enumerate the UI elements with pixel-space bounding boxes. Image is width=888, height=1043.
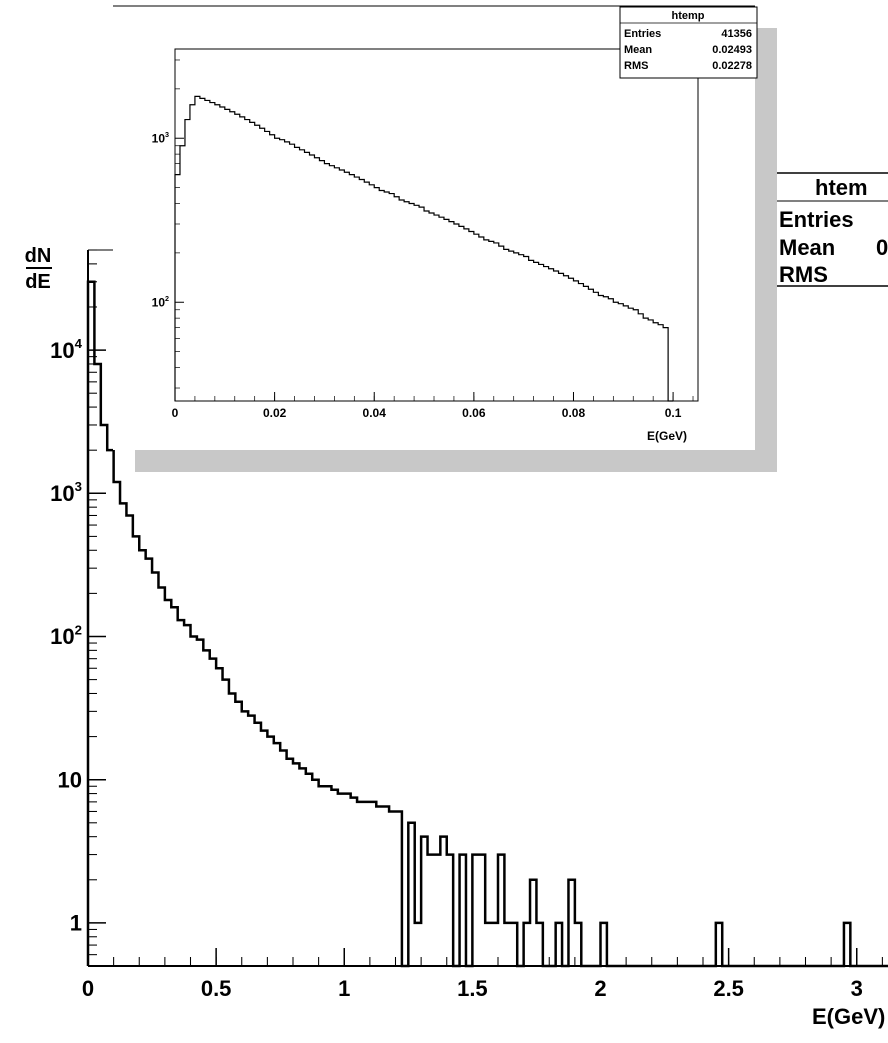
inset-xlabel: E(GeV) [647,429,687,443]
main-plot: 0 0.5 1 1.5 2 2.5 3 1 10 102 103 104 [50,249,888,1001]
main-stats-rms-label: RMS [779,262,828,287]
inset-stats-entries-label: Entries [624,28,661,40]
main-stats-mean-value: 0 [876,235,888,260]
x-tick-label: 0.1 [665,406,682,420]
x-tick-label: 3 [851,976,863,1001]
main-ylabel-num: dN [25,245,52,267]
inset-stats-entries-value: 41356 [721,28,752,40]
x-tick-label: 2.5 [713,976,744,1001]
x-tick-label: 0 [172,406,179,420]
inset-stats-title: htemp [672,10,705,22]
x-tick-label: 1 [338,976,350,1001]
x-tick-label: 0.08 [562,406,586,420]
x-tick-label: 0.02 [263,406,287,420]
y-tick-label: 103 [152,130,169,145]
y-tick-label: 1 [70,911,82,936]
x-tick-label: 2 [594,976,606,1001]
inset-histogram [174,95,674,402]
y-tick-label: 104 [50,336,82,363]
y-tick-label: 102 [152,294,169,309]
inset-stats-mean-value: 0.02493 [712,44,752,56]
y-tick-label: 10 [58,767,82,792]
main-stats-entries-label: Entries [779,207,854,232]
main-stats-box: htem Entries Mean 0 RMS [769,172,888,287]
x-tick-label: 0.06 [462,406,486,420]
inset-background [113,6,755,450]
x-tick-label: 0.5 [201,976,232,1001]
y-tick-label: 102 [50,622,82,649]
inset-panel: 0 0.02 0.04 0.06 0.08 0.1 102 103 E(GeV) htemp … [113,5,777,472]
x-tick-label: 0 [82,976,94,1001]
x-tick-label: 1.5 [457,976,488,1001]
inset-stats-box: htemp Entries 41356 Mean 0.02493 RMS 0.0… [619,6,758,79]
x-tick-label: 0.04 [363,406,387,420]
main-stats-mean-label: Mean [779,235,835,260]
main-histogram [86,280,888,968]
main-xlabel: E(GeV) [812,1004,885,1029]
inset-stats-rms-value: 0.02278 [712,60,752,72]
inset-stats-rms-label: RMS [624,60,648,72]
main-stats-title: htem [815,175,868,200]
inset-stats-mean-label: Mean [624,44,652,56]
y-tick-label: 103 [50,479,82,506]
main-ylabel-den: dE [25,271,51,293]
